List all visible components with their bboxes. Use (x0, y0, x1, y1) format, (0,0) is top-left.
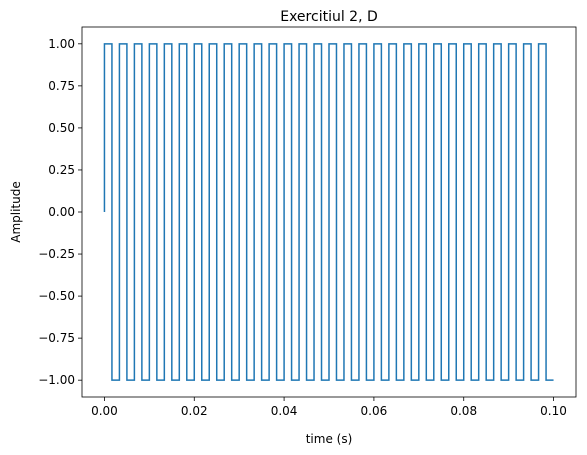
series-line (103, 43, 554, 381)
x-tick-label: 0.04 (271, 404, 298, 418)
y-axis: −1.00 −0.75 −0.50 −0.25 0.00 0.25 0.50 0.75 1.00 (38, 37, 82, 387)
x-tick-label: 0.02 (181, 404, 208, 418)
y-tick-label: −0.50 (38, 289, 75, 303)
y-tick-label: 0.25 (48, 163, 75, 177)
y-tick-label: 0.50 (48, 121, 75, 135)
chart-title: Exercitiul 2, D (280, 9, 378, 25)
y-tick-label: 0.75 (48, 79, 75, 93)
x-tick-label: 0.06 (361, 404, 388, 418)
y-tick-label: −0.25 (38, 247, 75, 261)
y-axis-label: Amplitude (9, 181, 23, 243)
x-tick-label: 0.00 (91, 404, 118, 418)
y-tick-label: 0.00 (48, 205, 75, 219)
x-axis: 0.00 0.02 0.04 0.06 0.08 0.10 (91, 397, 567, 418)
y-tick-label: −0.75 (38, 331, 75, 345)
x-tick-label: 0.08 (450, 404, 477, 418)
x-tick-label: 0.10 (540, 404, 567, 418)
x-axis-label: time (s) (306, 432, 353, 446)
y-tick-label: −1.00 (38, 373, 75, 387)
y-tick-label: 1.00 (48, 37, 75, 51)
plot-area (103, 43, 554, 381)
